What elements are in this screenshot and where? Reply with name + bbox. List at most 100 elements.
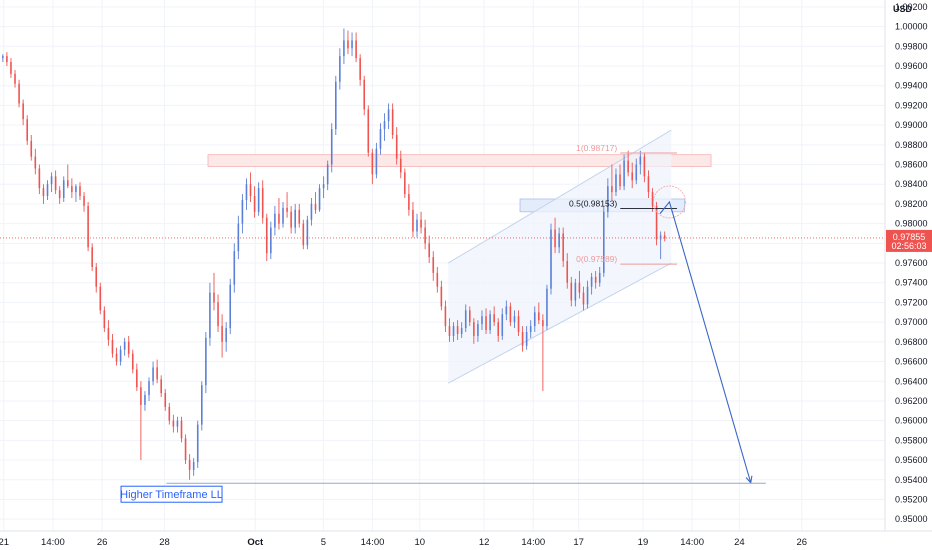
candle-body: [103, 310, 106, 329]
candle-body: [58, 190, 61, 199]
candle: [10, 58, 12, 78]
candle-body: [249, 184, 252, 197]
candle: [164, 389, 167, 411]
candle: [265, 213, 268, 262]
candle: [367, 105, 370, 157]
candle: [428, 235, 430, 264]
candle: [205, 331, 207, 394]
x-tick-label: 28: [159, 537, 170, 548]
candle-body: [485, 316, 487, 331]
candle-body: [6, 56, 8, 63]
candle-body: [570, 282, 573, 301]
fib-level-1-label: 1(0.98717): [576, 143, 617, 153]
candle: [420, 211, 422, 234]
candle: [201, 381, 203, 431]
candle: [440, 280, 443, 311]
candle-body: [643, 156, 646, 177]
candle-body: [83, 196, 85, 206]
candle-body: [343, 40, 345, 57]
candle-body: [404, 172, 406, 195]
candle: [229, 278, 232, 334]
candle: [87, 201, 89, 252]
candle: [355, 32, 357, 63]
candle-body: [383, 121, 386, 130]
candle-body: [578, 282, 581, 293]
candle: [391, 103, 394, 139]
candle-body: [538, 312, 540, 321]
candle: [404, 168, 406, 199]
candle: [50, 172, 53, 193]
candle: [444, 300, 447, 332]
y-tick-label: 1.00000: [895, 22, 928, 32]
candle-body: [448, 326, 451, 336]
candle: [607, 178, 609, 218]
candle-body: [635, 164, 638, 181]
higher-tf-ll-label: Higher Timeframe LL: [120, 489, 223, 501]
candle-body: [160, 379, 162, 394]
candle-body: [355, 40, 357, 59]
candle-body: [627, 160, 629, 173]
candle: [424, 219, 426, 250]
candle: [119, 345, 122, 366]
candle: [209, 282, 211, 346]
candle: [261, 180, 264, 224]
candle: [314, 192, 317, 214]
candle-body: [351, 40, 353, 49]
candle: [176, 416, 179, 433]
candle-body: [176, 420, 179, 427]
candle-body: [131, 353, 134, 370]
candle: [468, 306, 471, 327]
projection: Higher Timeframe LL: [120, 200, 766, 503]
candle: [306, 215, 309, 250]
candle: [294, 203, 296, 234]
channel-lower-line: [447, 262, 672, 384]
candle-body: [322, 184, 325, 189]
candle-body: [91, 247, 93, 267]
candle: [111, 333, 114, 358]
candle: [619, 164, 621, 191]
candle-body: [136, 369, 138, 388]
candle-body: [408, 194, 410, 210]
candle: [395, 127, 398, 165]
candle-body: [261, 188, 264, 218]
candle: [225, 322, 227, 352]
candle: [213, 272, 215, 311]
candle-body: [391, 109, 394, 135]
candle-body: [428, 243, 430, 258]
candle-body: [339, 56, 341, 82]
candle-body: [54, 176, 57, 191]
candle: [257, 182, 260, 216]
candle-body: [529, 326, 532, 332]
candle: [160, 375, 162, 398]
candle-body: [172, 420, 175, 427]
candle: [188, 454, 191, 480]
candle-body: [489, 314, 491, 331]
candle: [497, 318, 500, 342]
candle-body: [278, 213, 280, 224]
candle: [310, 198, 313, 226]
candle: [2, 54, 4, 63]
candle: [22, 99, 24, 126]
candle: [416, 213, 418, 238]
candle-body: [310, 203, 313, 220]
x-tick-label: 21: [0, 537, 9, 548]
candle: [558, 227, 560, 254]
candle: [326, 160, 329, 191]
candle: [302, 219, 305, 250]
higher-tf-ll-box: [120, 485, 223, 503]
candle: [387, 103, 390, 130]
candle: [659, 231, 662, 260]
candle-body: [148, 381, 150, 396]
candle: [274, 205, 276, 236]
candle: [594, 270, 597, 289]
candle-body: [586, 286, 589, 305]
x-tick-label: 26: [797, 537, 808, 548]
candle-body: [99, 286, 102, 311]
candle-body: [184, 438, 187, 461]
candle-body: [111, 339, 114, 354]
candle: [627, 150, 629, 177]
candle: [542, 314, 544, 392]
candle: [217, 294, 219, 332]
candle: [107, 320, 110, 346]
